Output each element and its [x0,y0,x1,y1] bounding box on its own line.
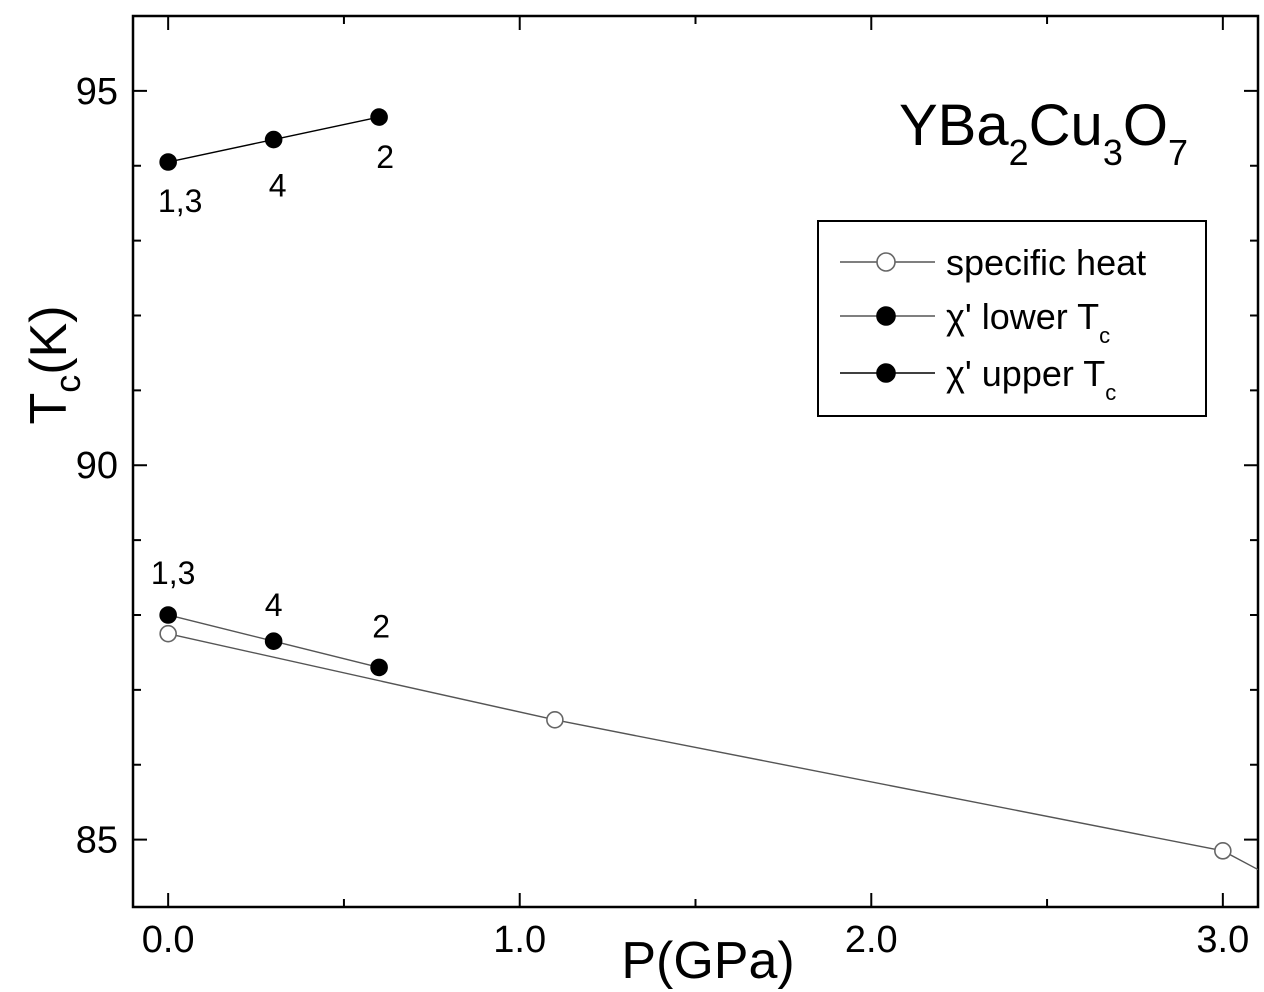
legend-marker-0 [876,252,896,272]
chart-title: YBa2Cu3O7 [899,93,1188,173]
y-axis-title: Tc(K) [20,305,88,424]
x-tick-label: 0.0 [142,919,195,961]
axis-ticks: 0.0 1.0 2.0 3.0 85 90 95 [76,16,1258,961]
x-tick-label: 2.0 [845,919,898,961]
legend-label-0: specific heat [946,242,1146,283]
y-axis-title-rest: (K) [20,305,78,374]
point-label: 4 [269,168,287,204]
legend-label-subscript: c [1105,380,1116,405]
point-label: 1,3 [158,183,202,219]
data-point-1 [159,606,177,624]
legend-label-text: specific heat [946,242,1146,283]
legend-label-1: χ' lower Tc [946,296,1110,348]
title-part: Cu [1029,93,1103,158]
title-subscript: 7 [1168,132,1188,173]
legend-marker-1 [876,306,896,326]
data-point-0 [1214,842,1232,860]
data-point-2 [370,108,388,126]
data-point-0 [159,624,177,643]
legend-label-2: χ' upper Tc [946,353,1116,405]
point-label: 2 [372,608,390,644]
y-axis-title-sub: c [47,375,88,393]
x-tick-label: 1.0 [493,919,546,961]
legend-label-subscript: c [1099,323,1110,348]
x-axis-title: P(GPa) [621,932,794,990]
data-point-2 [159,153,177,171]
title-subscript: 3 [1103,132,1123,173]
point-label: 2 [376,139,394,175]
y-tick-label: 95 [76,71,118,113]
legend-label-text: χ' lower T [946,296,1099,337]
data-point-2 [264,130,283,149]
y-tick-label: 85 [76,820,118,862]
legend-label-text: χ' upper T [946,353,1105,394]
legend-marker-2 [876,363,896,383]
series-line-0 [168,633,1259,871]
series-layer [159,108,1259,871]
data-point-0 [546,711,564,729]
point-label: 1,3 [151,555,195,591]
y-tick-label: 90 [76,445,118,487]
point-labels: 1,3 4 2 1,3 4 2 [151,139,394,644]
title-subscript: 2 [1009,132,1029,173]
data-point-1 [370,658,388,677]
title-part: YBa [899,93,1009,158]
title-part: O [1123,93,1168,158]
x-tick-label: 3.0 [1196,919,1249,961]
data-point-1 [264,632,283,650]
y-axis-title-main: T [20,393,78,425]
point-label: 4 [265,587,283,623]
